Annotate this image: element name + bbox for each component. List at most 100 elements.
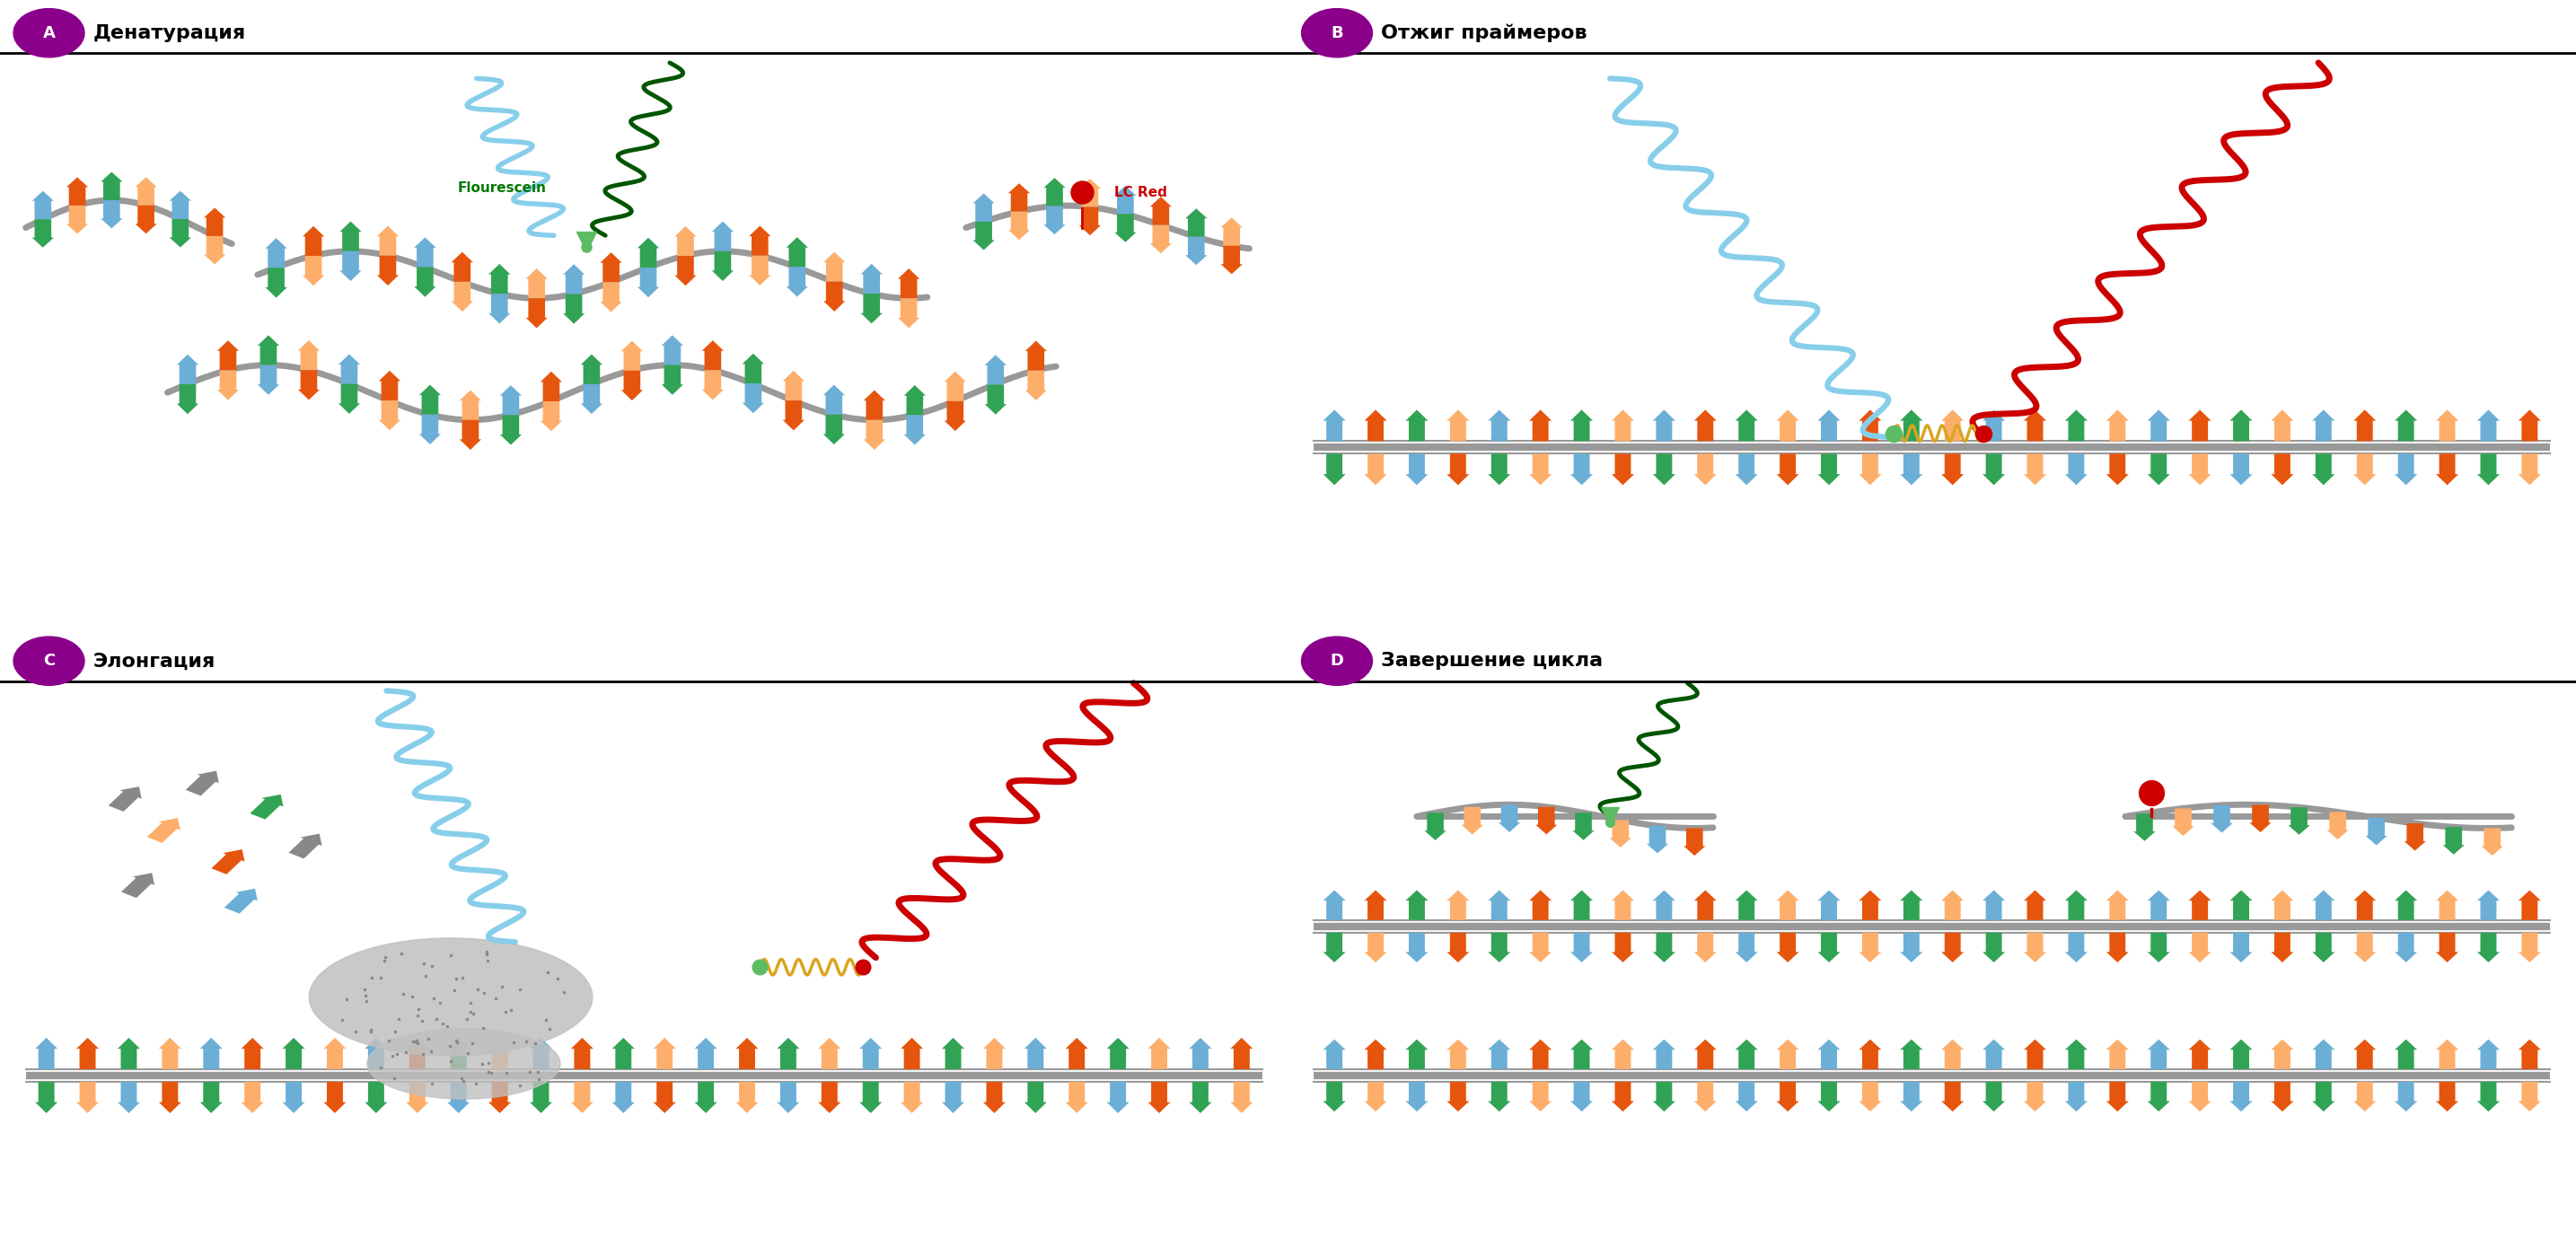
FancyArrow shape [1571, 409, 1592, 441]
FancyArrow shape [2519, 1040, 2540, 1069]
FancyArrow shape [701, 371, 724, 399]
Text: C: C [44, 653, 54, 669]
FancyArrow shape [185, 771, 219, 796]
FancyArrow shape [2231, 932, 2251, 962]
FancyArrow shape [2481, 828, 2504, 855]
FancyArrow shape [636, 268, 659, 298]
FancyArrow shape [974, 222, 994, 250]
FancyArrow shape [1984, 409, 2004, 441]
FancyArrow shape [2025, 932, 2045, 962]
FancyArrow shape [500, 386, 523, 414]
FancyArrow shape [376, 226, 399, 256]
FancyArrow shape [1860, 1040, 1880, 1069]
FancyArrow shape [2437, 409, 2458, 441]
FancyArrow shape [1695, 932, 1716, 962]
FancyArrow shape [2231, 1081, 2251, 1112]
FancyArrow shape [134, 206, 157, 234]
FancyArrow shape [1819, 409, 1839, 441]
FancyArrow shape [572, 1037, 592, 1069]
FancyArrow shape [1406, 409, 1427, 441]
FancyArrow shape [2066, 1040, 2087, 1069]
FancyArrow shape [824, 414, 845, 445]
FancyArrow shape [2354, 453, 2375, 485]
FancyArrow shape [134, 177, 157, 206]
FancyArrow shape [283, 1037, 304, 1069]
FancyArrow shape [2272, 891, 2293, 919]
FancyArrow shape [258, 365, 278, 394]
FancyArrow shape [580, 354, 603, 384]
Text: Элонгация: Элонгация [93, 652, 216, 669]
FancyArrow shape [974, 193, 994, 222]
FancyArrow shape [201, 1081, 222, 1113]
FancyArrow shape [1819, 891, 1839, 919]
FancyArrow shape [2519, 891, 2540, 919]
FancyArrow shape [1406, 1081, 1427, 1112]
FancyArrow shape [1610, 820, 1631, 848]
FancyArrow shape [1654, 453, 1674, 485]
FancyArrow shape [1324, 409, 1345, 441]
FancyArrow shape [489, 1081, 510, 1113]
FancyArrow shape [500, 414, 523, 445]
FancyArrow shape [2107, 891, 2128, 919]
FancyArrow shape [489, 294, 510, 324]
FancyArrow shape [1613, 932, 1633, 962]
FancyArrow shape [1489, 1040, 1510, 1069]
FancyArrow shape [407, 1081, 428, 1113]
FancyArrow shape [580, 384, 603, 414]
FancyArrow shape [118, 1081, 139, 1113]
FancyArrow shape [2354, 1040, 2375, 1069]
FancyArrow shape [337, 384, 361, 413]
FancyArrow shape [1007, 211, 1030, 240]
FancyArrow shape [860, 1081, 881, 1113]
FancyArrow shape [1530, 1081, 1551, 1112]
FancyArrow shape [2396, 932, 2416, 962]
FancyArrow shape [860, 294, 884, 324]
FancyArrow shape [2519, 932, 2540, 962]
FancyArrow shape [654, 1081, 675, 1113]
FancyArrow shape [1860, 409, 1880, 441]
FancyArrow shape [1777, 891, 1798, 919]
FancyArrow shape [737, 1081, 757, 1113]
FancyArrow shape [2190, 891, 2210, 919]
FancyArrow shape [696, 1037, 716, 1069]
FancyArrow shape [1324, 891, 1345, 919]
FancyArrow shape [783, 371, 804, 401]
FancyArrow shape [2519, 453, 2540, 485]
FancyArrow shape [675, 226, 696, 256]
FancyArrow shape [2354, 932, 2375, 962]
FancyArrow shape [301, 256, 325, 285]
FancyArrow shape [2272, 1081, 2293, 1112]
FancyArrow shape [2519, 1081, 2540, 1112]
FancyArrow shape [1777, 409, 1798, 441]
FancyArrow shape [2287, 808, 2311, 835]
FancyArrow shape [2437, 1081, 2458, 1112]
FancyArrow shape [289, 834, 322, 859]
FancyArrow shape [1025, 371, 1046, 401]
FancyArrow shape [299, 371, 319, 399]
FancyArrow shape [1115, 186, 1136, 214]
FancyArrow shape [2025, 1040, 2045, 1069]
FancyArrow shape [943, 1037, 963, 1069]
FancyArrow shape [224, 889, 258, 913]
FancyArrow shape [415, 237, 435, 268]
FancyArrow shape [1654, 932, 1674, 962]
FancyArrow shape [860, 264, 884, 294]
FancyArrow shape [1571, 1081, 1592, 1112]
FancyArrow shape [1489, 453, 1510, 485]
FancyArrow shape [1984, 932, 2004, 962]
FancyArrow shape [1461, 806, 1484, 834]
FancyArrow shape [2066, 409, 2087, 441]
FancyArrow shape [1365, 1081, 1386, 1112]
FancyArrow shape [1007, 183, 1030, 211]
FancyArrow shape [2396, 409, 2416, 441]
FancyArrow shape [1819, 1040, 1839, 1069]
FancyArrow shape [1489, 891, 1510, 919]
FancyArrow shape [1448, 1040, 1468, 1069]
Ellipse shape [368, 1029, 562, 1099]
FancyArrow shape [1185, 237, 1208, 265]
FancyArrow shape [1736, 409, 1757, 441]
FancyArrow shape [1613, 891, 1633, 919]
FancyArrow shape [1654, 1040, 1674, 1069]
FancyArrow shape [2107, 1040, 2128, 1069]
FancyArrow shape [783, 401, 804, 431]
